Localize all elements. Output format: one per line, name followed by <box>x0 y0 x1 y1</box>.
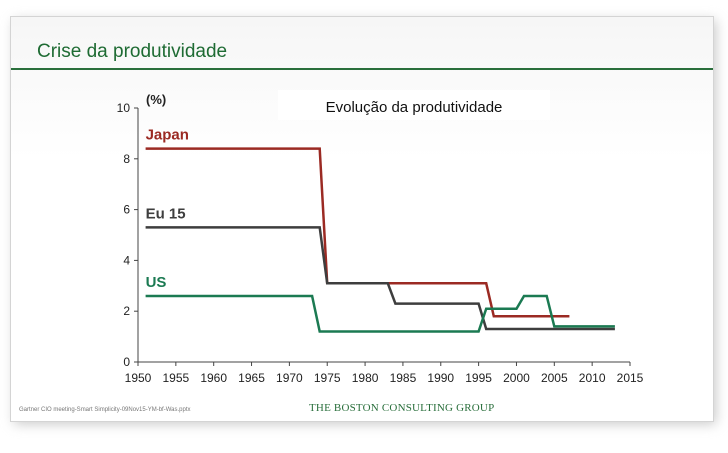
x-tick-label: 2015 <box>617 371 644 385</box>
series-line-japan <box>145 147 570 318</box>
y-tick-label: 2 <box>123 304 130 318</box>
y-tick-label: 0 <box>123 355 130 369</box>
series-line-us <box>145 294 615 333</box>
x-tick-label: 1970 <box>276 371 303 385</box>
x-tick-label: 2000 <box>503 371 530 385</box>
chart-series-labels: Japan Eu 15 US <box>146 127 189 291</box>
footer-brand: THE BOSTON CONSULTING GROUP <box>309 402 495 414</box>
footer-filename: Gartner CIO meeting-Smart Simplicity-09N… <box>19 407 191 413</box>
x-tick-label: 1965 <box>238 371 265 385</box>
x-tick-label: 2010 <box>579 371 606 385</box>
x-tick-label: 1950 <box>125 371 152 385</box>
slide-title: Crise da produtividade <box>37 41 228 62</box>
slide: Crise da produtividade Gartner CIO meeti… <box>10 16 714 422</box>
y-tick-label: 4 <box>123 253 130 267</box>
y-axis-label: (%) <box>146 92 166 107</box>
x-tick-label: 1980 <box>352 371 379 385</box>
x-tick-label: 1985 <box>390 371 417 385</box>
y-tick-label: 8 <box>123 152 130 166</box>
title-divider <box>11 68 713 70</box>
x-tick-label: 1990 <box>427 371 454 385</box>
series-label-us: US <box>146 274 167 291</box>
x-tick-label: 1955 <box>162 371 189 385</box>
chart-series <box>145 147 615 333</box>
y-tick-label: 10 <box>117 101 131 115</box>
series-label-japan: Japan <box>146 127 189 144</box>
chart-title-box <box>278 90 550 120</box>
chart-axes: 0 2 4 6 8 10 1950 1955 1960 1965 1970 1975 1980 1985 1… <box>117 101 644 385</box>
x-tick-label: 1960 <box>200 371 227 385</box>
x-tick-label: 1975 <box>314 371 341 385</box>
x-tick-label: 1995 <box>465 371 492 385</box>
chart-title: Evolução da produtividade <box>326 99 503 116</box>
series-label-eu-15: Eu 15 <box>146 205 186 222</box>
y-tick-label: 6 <box>123 203 130 217</box>
series-line-eu-15 <box>145 226 615 331</box>
x-tick-label: 2005 <box>541 371 568 385</box>
